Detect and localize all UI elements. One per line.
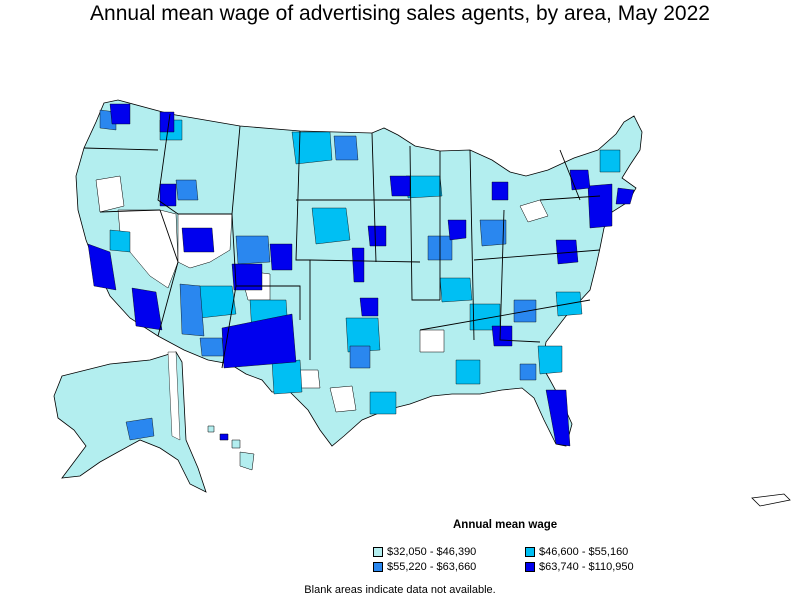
legend-swatch-low (373, 547, 383, 557)
legend-swatch-mid (525, 547, 535, 557)
legend-label-high: $55,220 - $63,660 (387, 561, 477, 573)
state-borders (83, 113, 601, 369)
legend-label-mid: $46,600 - $55,160 (539, 546, 629, 558)
legend-swatch-high (373, 562, 383, 572)
legend-item-high: $55,220 - $63,660 (373, 561, 476, 573)
hawaii (207, 425, 255, 471)
legend-swatch-top (525, 562, 535, 572)
alaska (53, 351, 207, 493)
legend-title: Annual mean wage (453, 519, 558, 531)
wage-areas (87, 103, 635, 447)
map-title: Annual mean wage of advertising sales ag… (90, 2, 710, 25)
legend-label-top: $63,740 - $110,950 (539, 561, 634, 573)
legend-item-top: $63,740 - $110,950 (525, 561, 634, 573)
legend-item-low: $32,050 - $46,390 (373, 546, 476, 558)
legend-label-low: $32,050 - $46,390 (387, 546, 477, 558)
legend-item-mid: $46,600 - $55,160 (525, 546, 628, 558)
puerto-rico (751, 493, 791, 507)
blank-areas (95, 175, 549, 413)
footnote: Blank areas indicate data not available. (304, 584, 496, 596)
